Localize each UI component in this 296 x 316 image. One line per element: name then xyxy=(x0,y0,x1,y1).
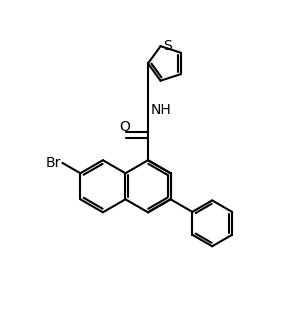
Text: NH: NH xyxy=(151,103,172,117)
Text: Br: Br xyxy=(46,156,61,170)
Text: O: O xyxy=(119,119,130,134)
Text: S: S xyxy=(163,39,172,53)
